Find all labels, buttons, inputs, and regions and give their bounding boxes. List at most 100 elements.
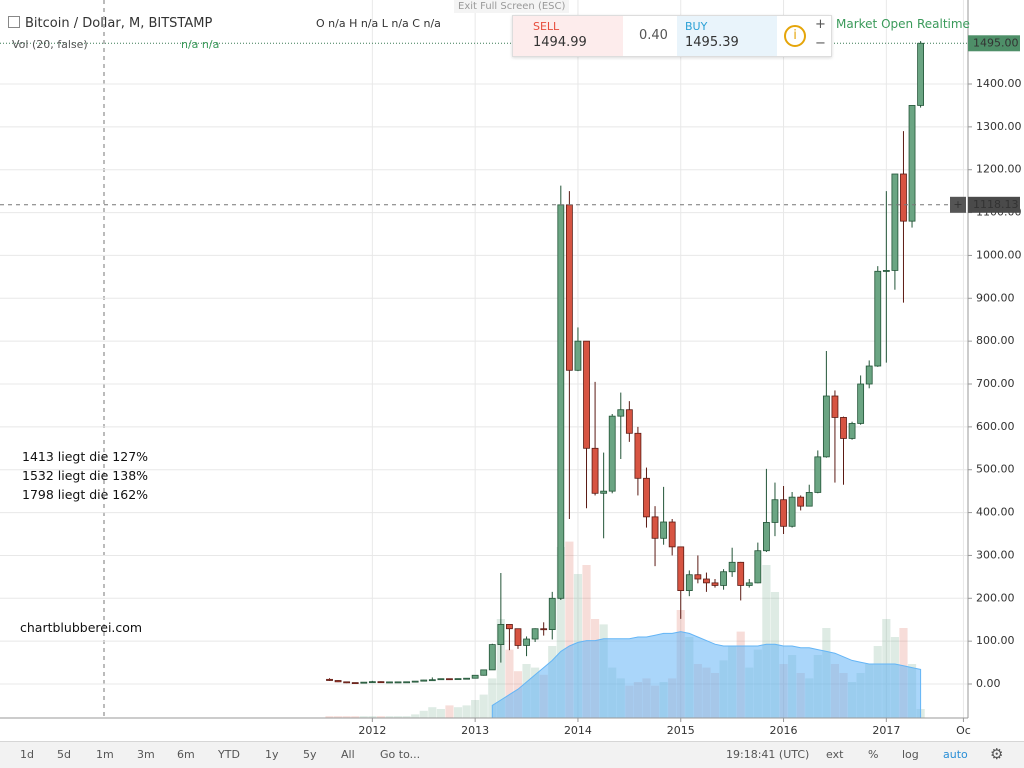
annotation: 1798 liegt die 162% [22,487,149,502]
plus-button[interactable]: + [815,17,826,32]
candle-body [351,682,359,684]
candle-body [677,546,685,591]
title: Bitcoin / Dollar, M, BITSTAMP [8,16,212,31]
annotation: 1413 liegt die 127% [22,449,149,464]
candle-body [737,561,745,586]
candle-body [368,681,376,684]
candle-body [608,415,616,492]
candle-body [463,677,470,680]
x-tick-label: 2017 [872,724,900,737]
range-button[interactable]: 1d [20,748,34,761]
candle-body [531,628,539,640]
realtime: Realtime [916,17,970,31]
y-tick-label: 100.00 [976,634,1015,647]
volume-bar [385,716,394,718]
x-tick-label: Oc [956,724,971,737]
candle-body [763,522,770,552]
candle-body [643,477,650,518]
candle-body [771,499,779,523]
clock: 19:18:41 (UTC) [726,748,810,761]
candle-body [651,516,659,539]
goto-button[interactable]: Go to... [380,748,421,761]
y-tick-label: 1200.00 [976,163,1022,176]
option-button[interactable]: ext [826,748,844,761]
volume-bar [453,707,463,718]
y-tick-label: 700.00 [976,377,1015,390]
option-button[interactable]: log [902,748,919,761]
crosshair-box [968,196,1020,213]
bottom-toolbar: 1d 5d 1m 3m 6m YTD 1y 5y All Go to... 19:18:41 (UT… [0,741,1024,768]
candle-body [565,204,573,371]
last-price-label: 1495.00 [973,36,1019,49]
volume-bar [419,710,428,718]
range-button[interactable]: 6m [177,748,195,761]
candle-body [334,680,342,683]
volume-bar [359,716,368,718]
sell-price[interactable]: 1494.99 [533,35,587,50]
range-button[interactable]: 5d [57,748,71,761]
x-tick-label: 2012 [358,724,386,737]
candle-body [386,681,393,684]
volume-bar [505,649,514,718]
candle-body [574,340,582,371]
buy-price[interactable]: 1495.39 [685,35,739,50]
volume-bar [496,619,505,718]
range-button[interactable]: 5y [303,748,317,761]
range-button[interactable]: All [341,748,355,761]
settings-icon[interactable]: ⚙ [990,745,1004,763]
market-open: Market Open [836,17,914,31]
volume-bar [488,678,497,718]
annotation: chartblubberei.com [20,620,143,635]
symbol-title: Bitcoin / Dollar, M, BITSTAMP [25,16,213,31]
candle-body [668,521,676,548]
volume-ma-area [491,631,922,719]
buy-label[interactable]: BUY [685,20,708,33]
candle-body [471,674,479,679]
y-tick-label: 400.00 [976,506,1015,519]
volume-legend: Vol (20, false) [12,38,88,51]
candle-body [488,644,496,671]
candle-body [728,561,736,573]
volume-bar [462,705,471,718]
y-tick-label: 900.00 [976,291,1015,304]
candle-body [831,395,839,418]
candle-body [454,678,462,681]
candle-body [882,270,890,272]
volume-bar [428,707,437,718]
candle-body [523,638,530,646]
candle-body [506,624,513,630]
option-button[interactable]: % [868,748,879,761]
candle-body [685,574,693,591]
option-button[interactable]: auto [943,748,968,761]
volume-values: n/a n/a [181,38,220,51]
y-tick-label: 300.00 [976,548,1015,561]
volume-bar [762,565,771,718]
collapse-icon[interactable] [8,16,20,28]
market-status: Market Open Realtime [836,17,970,31]
candle-body [548,597,556,630]
candle-body [857,383,865,424]
volume-bar [411,714,420,718]
range-button[interactable]: 3m [137,748,155,761]
candle-body [326,678,333,681]
candle-body [745,582,753,586]
minus-button[interactable]: − [815,36,826,51]
range-button[interactable]: 1m [96,748,114,761]
range-button[interactable]: 1y [265,748,279,761]
candle-body [848,423,856,439]
info-icon[interactable]: i [784,25,806,47]
exit-fullscreen[interactable]: Exit Full Screen (ESC) [454,0,570,13]
trade-panel: SELL 1494.99 0.40 BUY 1495.39 i + − [512,15,832,57]
range-button[interactable]: YTD [218,748,240,761]
candle-body [428,679,436,682]
candle-body [600,490,608,494]
candle-body [780,499,787,527]
y-tick-label: 500.00 [976,463,1015,476]
x-tick-label: 2013 [461,724,489,737]
candle-body [694,574,702,580]
candle-body [711,582,719,586]
ohlc-legend: O n/a H n/a L n/a C n/a [316,17,441,30]
candle-body [908,105,916,222]
sell-label[interactable]: SELL [533,20,560,33]
candle-body [788,496,796,527]
